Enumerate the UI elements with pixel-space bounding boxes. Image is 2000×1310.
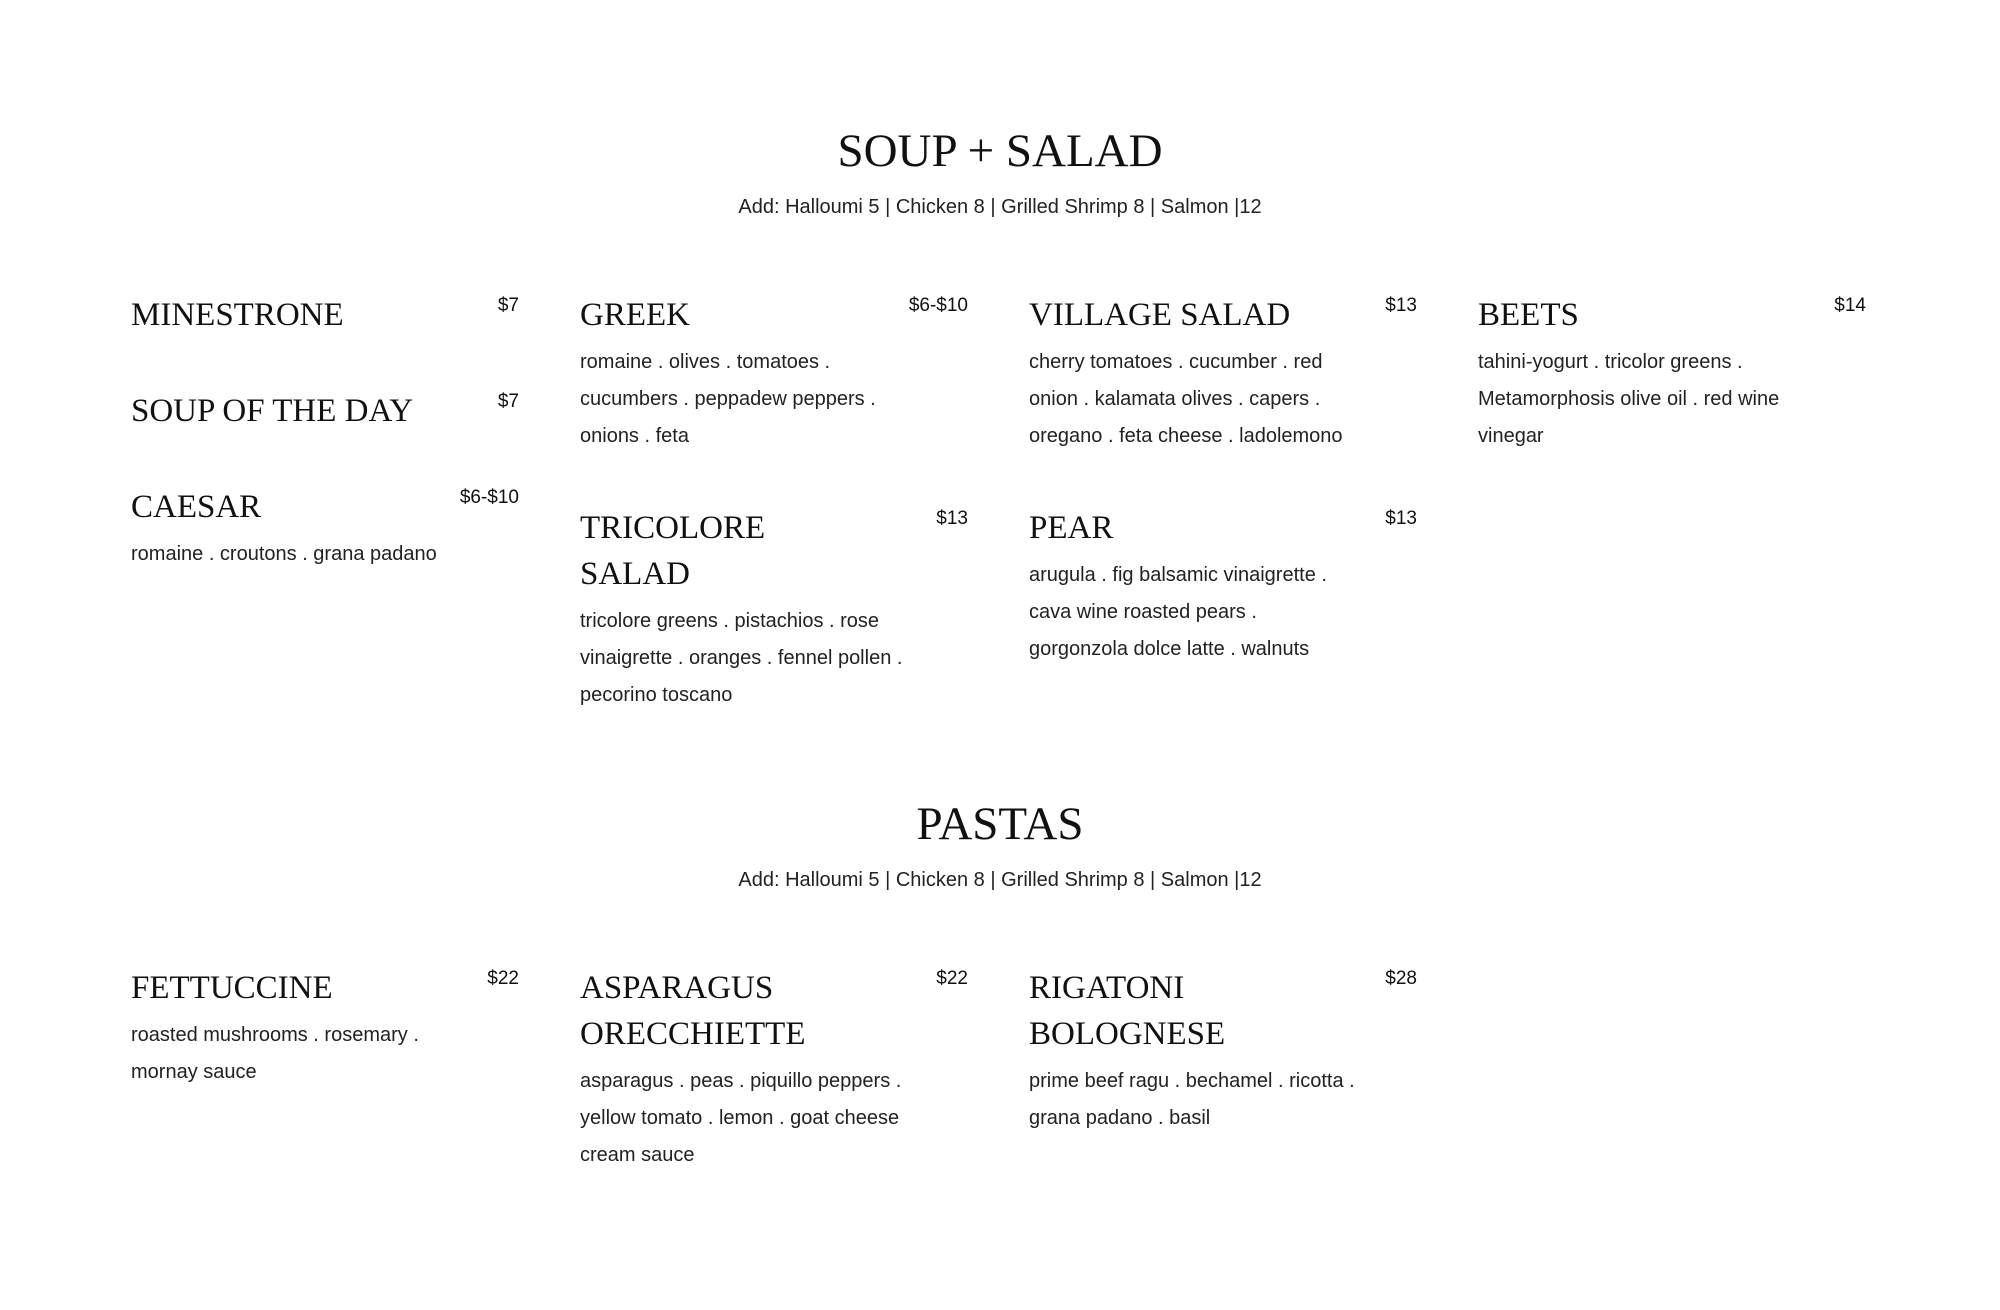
menu-item-header: SOUP OF THE DAY $7 bbox=[131, 388, 519, 434]
menu-item-name: RIGATONI BOLOGNESE bbox=[1029, 970, 1226, 1052]
menu-item: VILLAGE SALAD $13 cherry tomatoes . cucum… bbox=[1029, 292, 1417, 455]
pastas-section: PASTAS Add: Halloumi 5 | Chicken 8 | Gril… bbox=[0, 796, 2000, 1166]
menu-item: TRICOLORE SALAD $13 tricolore greens . pi… bbox=[580, 505, 968, 714]
menu-item-header: RIGATONI BOLOGNESE $28 bbox=[1029, 965, 1417, 1057]
menu-item: BEETS $14 tahini-yogurt . tricolor greens… bbox=[1478, 292, 1866, 455]
menu-item-description: tahini-yogurt . tricolor greens . Metamo… bbox=[1478, 351, 1780, 447]
menu-item-price: $22 bbox=[936, 968, 968, 989]
section-title: SOUP + SALAD bbox=[837, 125, 1163, 177]
menu-column: BEETS $14 tahini-yogurt . tricolor greens… bbox=[1478, 292, 1866, 764]
menu-item-price: $13 bbox=[936, 508, 968, 529]
menu-column: FETTUCCINE $22 roasted mushrooms . rosema… bbox=[131, 965, 519, 1224]
menu-item-price: $28 bbox=[1385, 968, 1417, 989]
menu-item-price: $13 bbox=[1385, 508, 1417, 529]
menu-item-name: BEETS bbox=[1478, 297, 1579, 333]
menu-item: MINESTRONE $7 bbox=[131, 292, 519, 338]
menu-item: SOUP OF THE DAY $7 bbox=[131, 388, 519, 434]
menu-column: ASPARAGUS ORECCHIETTE $22 asparagus . pea… bbox=[580, 965, 968, 1224]
menu-item-name: TRICOLORE SALAD bbox=[580, 510, 766, 592]
menu-item-description: prime beef ragu . bechamel . ricotta . g… bbox=[1029, 1070, 1355, 1129]
menu-item-header: PEAR $13 bbox=[1029, 505, 1417, 551]
section-title: PASTAS bbox=[916, 798, 1084, 850]
menu-item: CAESAR $6-$10 romaine . croutons . grana … bbox=[131, 484, 519, 573]
menu-item-header: MINESTRONE $7 bbox=[131, 292, 519, 338]
menu-item: PEAR $13 arugula . fig balsamic vinaigret… bbox=[1029, 505, 1417, 668]
menu-item-description: cherry tomatoes . cucumber . red onion .… bbox=[1029, 351, 1343, 447]
menu-item-price: $14 bbox=[1834, 295, 1866, 316]
menu-item-price: $7 bbox=[497, 295, 519, 316]
menu-item-description: asparagus . peas . piquillo peppers . ye… bbox=[580, 1070, 902, 1166]
menu-item-header: BEETS $14 bbox=[1478, 292, 1866, 338]
menu-item-name: ASPARAGUS ORECCHIETTE bbox=[580, 970, 806, 1052]
menu-item-description: romaine . croutons . grana padano bbox=[131, 543, 437, 565]
menu-item-header: VILLAGE SALAD $13 bbox=[1029, 292, 1417, 338]
menu-item-header: TRICOLORE SALAD $13 bbox=[580, 505, 968, 597]
menu-item-description: tricolore greens . pistachios . rose vin… bbox=[580, 610, 903, 706]
menu-item-name: GREEK bbox=[580, 297, 690, 333]
menu-item: RIGATONI BOLOGNESE $28 prime beef ragu . … bbox=[1029, 965, 1417, 1137]
menu-item-header: CAESAR $6-$10 bbox=[131, 484, 519, 530]
menu-item-price: $6-$10 bbox=[908, 295, 968, 316]
menu-item-name: SOUP OF THE DAY bbox=[131, 393, 414, 429]
menu-item-name: VILLAGE SALAD bbox=[1029, 297, 1291, 333]
menu-item: GREEK $6-$10 romaine . olives . tomatoes … bbox=[580, 292, 968, 455]
menu-item-price: $6-$10 bbox=[459, 487, 519, 508]
menu-item-header: ASPARAGUS ORECCHIETTE $22 bbox=[580, 965, 968, 1057]
menu-columns: FETTUCCINE $22 roasted mushrooms . rosema… bbox=[131, 965, 1417, 1224]
menu-item-description: roasted mushrooms . rosemary . mornay sa… bbox=[131, 1024, 419, 1083]
menu-columns: MINESTRONE $7 SOUP OF THE DAY $7 CAESAR … bbox=[131, 292, 1866, 764]
menu-column: VILLAGE SALAD $13 cherry tomatoes . cucum… bbox=[1029, 292, 1417, 764]
menu-item-description: arugula . fig balsamic vinaigrette . cav… bbox=[1029, 564, 1327, 660]
menu-column: GREEK $6-$10 romaine . olives . tomatoes … bbox=[580, 292, 968, 764]
menu-item-header: GREEK $6-$10 bbox=[580, 292, 968, 338]
menu-item-name: PEAR bbox=[1029, 510, 1114, 546]
menu-column: MINESTRONE $7 SOUP OF THE DAY $7 CAESAR … bbox=[131, 292, 519, 764]
menu-item-name: CAESAR bbox=[131, 489, 262, 525]
section-addons: Add: Halloumi 5 | Chicken 8 | Grilled Sh… bbox=[738, 196, 1262, 218]
menu-item: FETTUCCINE $22 roasted mushrooms . rosema… bbox=[131, 965, 519, 1091]
menu-item-name: MINESTRONE bbox=[131, 297, 344, 333]
menu-item-header: FETTUCCINE $22 bbox=[131, 965, 519, 1011]
menu-item-price: $7 bbox=[497, 391, 519, 412]
menu-column: RIGATONI BOLOGNESE $28 prime beef ragu . … bbox=[1029, 965, 1417, 1224]
menu-item-name: FETTUCCINE bbox=[131, 970, 333, 1006]
section-addons: Add: Halloumi 5 | Chicken 8 | Grilled Sh… bbox=[738, 869, 1262, 891]
menu-item-description: romaine . olives . tomatoes . cucumbers … bbox=[580, 351, 876, 447]
menu-item-price: $13 bbox=[1385, 295, 1417, 316]
soup-salad-section: SOUP + SALAD Add: Halloumi 5 | Chicken 8 … bbox=[0, 123, 2000, 706]
menu-item: ASPARAGUS ORECCHIETTE $22 asparagus . pea… bbox=[580, 965, 968, 1174]
menu-item-price: $22 bbox=[487, 968, 519, 989]
